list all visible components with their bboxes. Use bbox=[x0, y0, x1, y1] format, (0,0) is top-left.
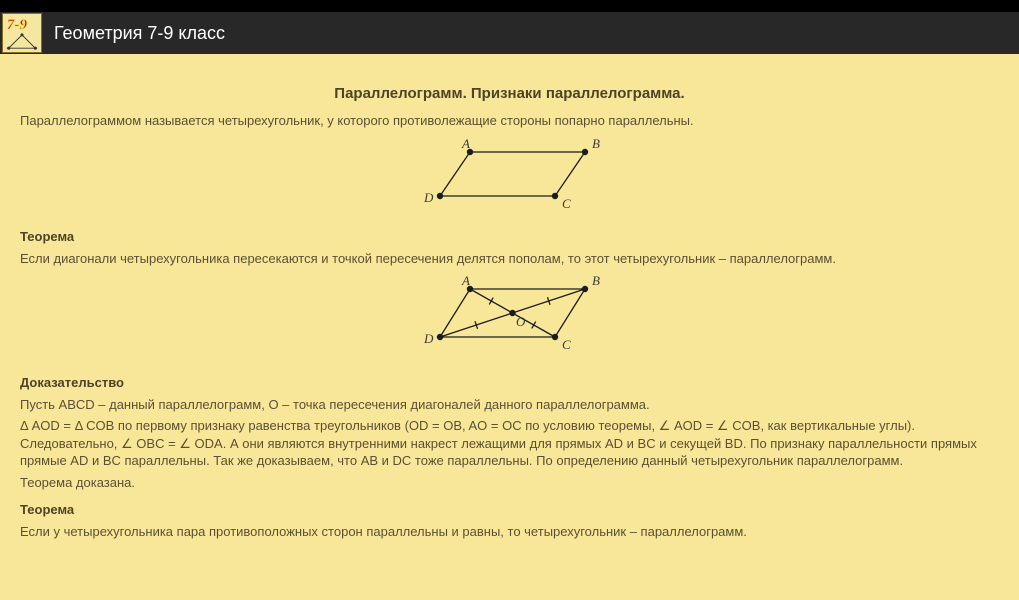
svg-text:D: D bbox=[423, 331, 434, 346]
app-bar: 7-9 Геометрия 7-9 класс bbox=[0, 12, 1019, 54]
android-status-bar bbox=[0, 0, 1019, 12]
app-icon-triangle bbox=[9, 35, 36, 48]
svg-text:C: C bbox=[562, 337, 571, 352]
svg-text:C: C bbox=[562, 196, 571, 211]
svg-text:A: A bbox=[461, 273, 470, 288]
svg-text:B: B bbox=[592, 136, 600, 151]
content-area[interactable]: Параллелограмм. Признаки параллелограмма… bbox=[0, 54, 1019, 600]
proof-paragraph-3: Теорема доказана. bbox=[20, 474, 999, 492]
app-icon-dot bbox=[20, 33, 23, 36]
figure-2: A B C D O bbox=[20, 271, 999, 364]
app-icon-dot bbox=[34, 47, 37, 50]
app-icon[interactable]: 7-9 bbox=[2, 13, 42, 53]
proof-heading: Доказательство bbox=[20, 374, 999, 392]
figure-1: A B C D bbox=[20, 134, 999, 219]
proof-paragraph-2: Δ AOD = Δ COB по первому признаку равенс… bbox=[20, 417, 999, 470]
app-icon-dot bbox=[7, 47, 10, 50]
svg-text:A: A bbox=[461, 136, 470, 151]
svg-text:B: B bbox=[592, 273, 600, 288]
app-icon-text: 7-9 bbox=[7, 16, 28, 33]
svg-text:O: O bbox=[516, 314, 526, 329]
page-title: Параллелограмм. Признаки параллелограмма… bbox=[20, 84, 999, 104]
theorem-2-heading: Теорема bbox=[20, 501, 999, 519]
proof-paragraph-1: Пусть ABCD – данный параллелограмм, O – … bbox=[20, 396, 999, 414]
svg-text:D: D bbox=[423, 190, 434, 205]
theorem-1-heading: Теорема bbox=[20, 228, 999, 246]
theorem-1-text: Если диагонали четырехугольника пересека… bbox=[20, 250, 999, 268]
app-title: Геометрия 7-9 класс bbox=[54, 23, 225, 44]
definition-text: Параллелограммом называется четырехуголь… bbox=[20, 112, 999, 130]
theorem-2-text: Если у четырехугольника пара противополо… bbox=[20, 523, 999, 541]
